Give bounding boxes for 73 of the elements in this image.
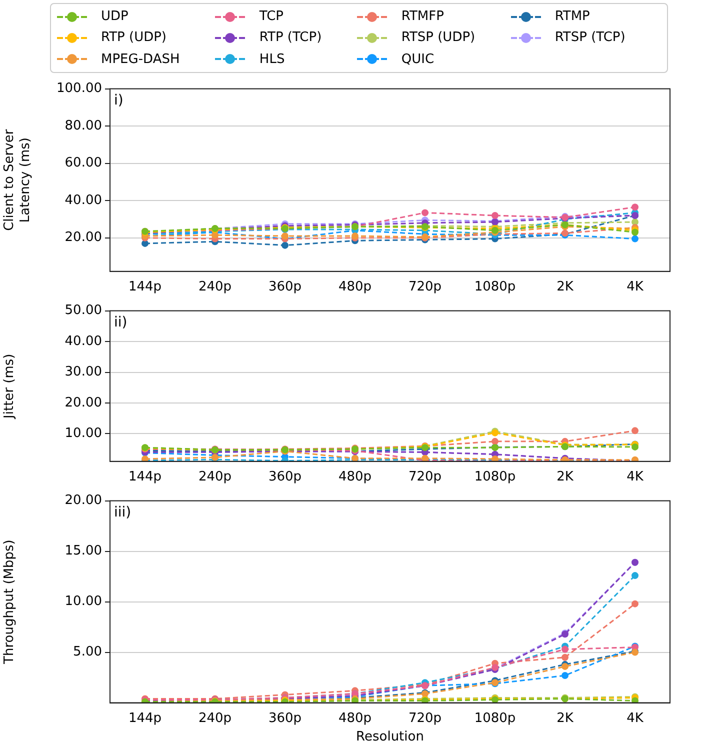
- point: [632, 600, 638, 608]
- y-tick-label: 20.00: [64, 493, 102, 508]
- point: [422, 209, 428, 216]
- legend-label: RTMFP: [401, 9, 444, 24]
- x-tick-label: 1080p: [474, 280, 516, 295]
- x-tick-label: 144p: [128, 280, 162, 295]
- x-tick-label: 720p: [408, 470, 442, 485]
- y-tick-label: 80.00: [64, 118, 102, 134]
- y-tick-label: 10.00: [64, 594, 102, 610]
- x-tick-label: 4K: [626, 710, 644, 726]
- y-tick-label: 30.00: [64, 364, 102, 380]
- x-tick-label: 480p: [338, 280, 372, 295]
- legend-label: MPEG-DASH: [101, 52, 180, 67]
- point: [632, 204, 638, 211]
- point: [632, 235, 638, 242]
- point: [632, 443, 638, 450]
- y-tick-label: 100.00: [56, 81, 102, 96]
- point: [142, 240, 148, 247]
- legend-label: RTMP: [554, 9, 590, 24]
- y-tick-label: 60.00: [64, 156, 102, 171]
- x-tick-label: 360p: [268, 710, 302, 726]
- x-tick-label: 2K: [556, 710, 574, 726]
- x-tick-label: 1080p: [474, 710, 516, 726]
- point: [492, 212, 498, 219]
- legend-label: HLS: [259, 52, 285, 67]
- x-tick-label: 720p: [408, 280, 442, 295]
- annotation: i): [114, 92, 124, 108]
- legend-label: RTP (TCP): [259, 30, 322, 46]
- x-tick-label: 360p: [268, 280, 302, 295]
- y-tick-label: 5.00: [73, 644, 102, 660]
- point: [562, 672, 568, 680]
- y-tick-label: 20.00: [64, 395, 102, 410]
- point: [632, 697, 638, 703]
- y-axis-title: Throughput (Mbps): [2, 540, 18, 665]
- legend-label: RTSP (UDP): [401, 30, 476, 46]
- legend-label: TCP: [259, 9, 284, 24]
- x-tick-label: 2K: [556, 280, 574, 295]
- y-tick-label: 40.00: [64, 334, 102, 349]
- point: [632, 572, 638, 580]
- point: [632, 427, 638, 434]
- x-tick-label: 480p: [338, 710, 372, 726]
- legend-label: QUIC: [401, 52, 434, 67]
- point: [562, 646, 568, 653]
- point: [282, 232, 288, 240]
- x-tick-label: 4K: [626, 470, 644, 485]
- y-axis-title: Client to Server Latency (ms): [2, 128, 33, 231]
- y-tick-label: 20.00: [64, 230, 102, 246]
- x-tick-label: 720p: [408, 710, 442, 726]
- legend-label: RTP (UDP): [101, 30, 167, 46]
- x-tick-label: 480p: [338, 470, 372, 485]
- y-tick-label: 10.00: [64, 426, 102, 442]
- point: [492, 438, 498, 445]
- x-tick-label: 144p: [128, 710, 162, 726]
- x-tick-label: 360p: [268, 470, 302, 485]
- y-tick-label: 50.00: [64, 303, 102, 318]
- legend-label: UDP: [101, 9, 128, 24]
- x-tick-label: 240p: [198, 710, 232, 726]
- legend-label: RTSP (TCP): [554, 30, 626, 46]
- x-tick-label: 240p: [198, 470, 232, 485]
- x-tick-label: 240p: [198, 280, 232, 295]
- point: [562, 654, 568, 661]
- y-axis-title: Jitter (ms): [2, 354, 18, 420]
- x-tick-label: 2K: [556, 470, 574, 485]
- annotation: ii): [114, 314, 128, 330]
- x-tick-label: 4K: [626, 280, 644, 295]
- y-tick-label: 15.00: [64, 544, 102, 559]
- y-tick-label: 40.00: [64, 192, 102, 208]
- annotation: iii): [114, 504, 132, 520]
- x-axis-title: Resolution: [356, 730, 424, 745]
- x-tick-label: 144p: [128, 470, 162, 485]
- x-tick-label: 1080p: [474, 470, 516, 485]
- point: [212, 232, 218, 239]
- point: [282, 242, 288, 249]
